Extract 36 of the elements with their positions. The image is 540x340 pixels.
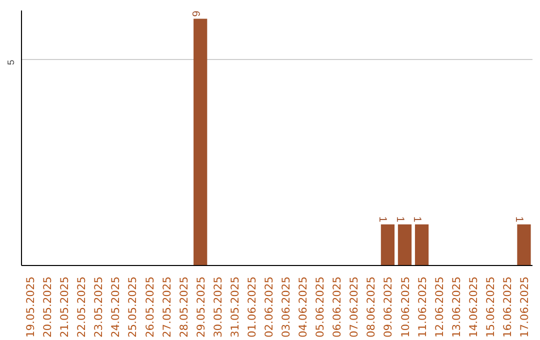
x-tick-label: 02.06.2025 (262, 276, 276, 338)
x-tick-label: 12.06.2025 (432, 276, 446, 338)
x-tick-label: 24.05.2025 (109, 276, 122, 338)
x-tick-label: 22.05.2025 (75, 276, 88, 338)
x-tick-label: 28.05.2025 (177, 276, 190, 338)
x-tick-label: 27.05.2025 (160, 276, 174, 338)
x-tick-label: 05.06.2025 (314, 276, 327, 338)
x-tick-label: 17.06.2025 (518, 276, 531, 338)
x-tick-label: 31.05.2025 (228, 276, 242, 338)
x-tick-label: 07.06.2025 (348, 276, 361, 338)
x-tick-label: 26.05.2025 (143, 276, 156, 338)
x-tick-label: 30.05.2025 (211, 276, 224, 338)
data-label: 1 (512, 216, 525, 222)
x-tick-label: 11.06.2025 (416, 276, 429, 338)
x-tick-label: 13.06.2025 (450, 276, 463, 338)
x-tick-label: 01.06.2025 (245, 276, 258, 338)
x-tick-label: 23.05.2025 (92, 276, 106, 338)
x-tick-label: 10.06.2025 (398, 276, 412, 338)
y-tick-label: 5 (6, 60, 16, 66)
x-tick-label: 06.06.2025 (330, 276, 344, 338)
x-tick-label: 16.06.2025 (500, 276, 514, 338)
x-tick-label: 20.05.2025 (41, 276, 54, 338)
x-tick-label: 29.05.2025 (194, 276, 208, 338)
x-tick-label: 09.06.2025 (382, 276, 395, 338)
x-tick-label: 25.05.2025 (126, 276, 140, 338)
data-label: 1 (410, 216, 423, 222)
x-tick-label: 19.05.2025 (24, 276, 38, 338)
x-tick-label: 15.06.2025 (484, 276, 497, 338)
data-label: 1 (394, 216, 406, 222)
x-tick-label: 14.06.2025 (466, 276, 480, 338)
data-label: 1 (376, 216, 389, 222)
x-tick-label: 04.06.2025 (296, 276, 310, 338)
x-tick-label: 21.05.2025 (58, 276, 72, 338)
x-tick-label: 08.06.2025 (364, 276, 378, 338)
x-tick-label: 03.06.2025 (280, 276, 293, 338)
data-label: 6 (189, 10, 202, 17)
